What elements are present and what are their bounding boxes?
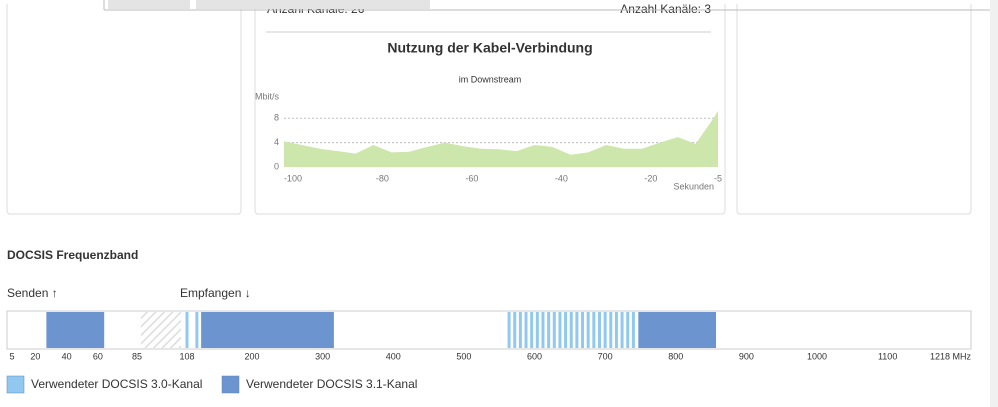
docsis31-channel — [201, 312, 334, 348]
frequency-tick-label: 1218 MHz — [930, 351, 972, 361]
upstream-label: Senden ↑ — [7, 286, 58, 300]
frequency-tick-label: 1000 — [807, 351, 827, 361]
frequency-tick-label: 40 — [62, 351, 72, 361]
y-axis-label: Mbit/s — [255, 91, 280, 101]
docsis30-channel — [631, 312, 635, 348]
panel-left — [6, 0, 242, 215]
y-tick-label: 8 — [274, 113, 279, 123]
y-tick-label: 0 — [274, 161, 279, 171]
docsis30-channel — [185, 312, 189, 348]
docsis30-channel — [507, 312, 511, 348]
docsis30-channel — [524, 312, 528, 348]
frequency-tick-label: 20 — [30, 351, 40, 361]
docsis30-channel — [597, 312, 601, 348]
frequency-tick-label: 700 — [598, 351, 613, 361]
legend-swatch — [6, 375, 25, 394]
frequency-tick-label: 300 — [315, 351, 330, 361]
frequency-tick-label: 85 — [132, 351, 142, 361]
docsis30-channel — [569, 312, 573, 348]
docsis30-channel — [581, 312, 585, 348]
frequency-tick-label: 1100 — [878, 351, 897, 361]
docsis30-channel — [614, 312, 618, 348]
docsis30-channel — [609, 312, 613, 348]
legend-label: Verwendeter DOCSIS 3.1-Kanal — [246, 377, 417, 391]
docsis30-channel — [518, 312, 522, 348]
frequency-tick-label: 400 — [386, 351, 401, 361]
x-tick-label: -100 — [284, 173, 302, 183]
x-tick-label: -60 — [465, 173, 478, 183]
tab[interactable] — [108, 0, 190, 9]
docsis30-channel — [626, 312, 630, 348]
section-title: DOCSIS Frequenzband — [7, 248, 138, 262]
frequency-tick-label: 600 — [527, 351, 542, 361]
docsis31-channel — [638, 312, 717, 348]
frequency-tick-label: 900 — [739, 351, 754, 361]
frequency-tick-label: 500 — [456, 351, 471, 361]
docsis30-channel — [195, 312, 199, 348]
tab[interactable] — [196, 0, 430, 9]
legend-label: Verwendeter DOCSIS 3.0-Kanal — [31, 377, 202, 391]
chart-subtitle: im Downstream — [459, 74, 522, 84]
x-axis-label: Sekunden — [673, 181, 714, 191]
frequency-tick-label: 108 — [179, 351, 194, 361]
tab-bar — [0, 0, 998, 4]
frequency-tick-label: 60 — [93, 351, 103, 361]
docsis30-channel — [620, 312, 624, 348]
chart-title: Nutzung der Kabel-Verbindung — [387, 40, 592, 56]
docsis31-channel — [46, 312, 105, 348]
docsis30-channel — [558, 312, 562, 348]
docsis30-channel — [552, 312, 556, 348]
docsis30-channel — [530, 312, 534, 348]
docsis30-channel — [564, 312, 568, 348]
docsis30-channel — [535, 312, 539, 348]
guard-band — [141, 312, 181, 348]
docsis30-channel — [592, 312, 596, 348]
docsis30-channel — [513, 312, 517, 348]
scroll-gutter — [990, 0, 998, 407]
frequency-tick-label: 200 — [244, 351, 259, 361]
docsis30-channel — [547, 312, 551, 348]
docsis30-channel — [603, 312, 607, 348]
panel-right — [736, 0, 972, 215]
docsis30-channel — [575, 312, 579, 348]
docsis30-channel — [541, 312, 545, 348]
docsis30-channel — [586, 312, 590, 348]
legend-swatch — [221, 375, 240, 394]
channel-count: Anzahl Kanäle: 3 — [620, 2, 711, 16]
y-tick-label: 4 — [274, 137, 279, 147]
downstream-label: Empfangen ↓ — [180, 286, 251, 300]
area — [284, 110, 718, 167]
x-tick-label: -5 — [714, 173, 722, 183]
x-tick-label: -20 — [644, 173, 657, 183]
x-tick-label: -80 — [376, 173, 389, 183]
frequency-tick-label: 5 — [9, 351, 14, 361]
frequency-tick-label: 800 — [668, 351, 683, 361]
x-tick-label: -40 — [555, 173, 568, 183]
